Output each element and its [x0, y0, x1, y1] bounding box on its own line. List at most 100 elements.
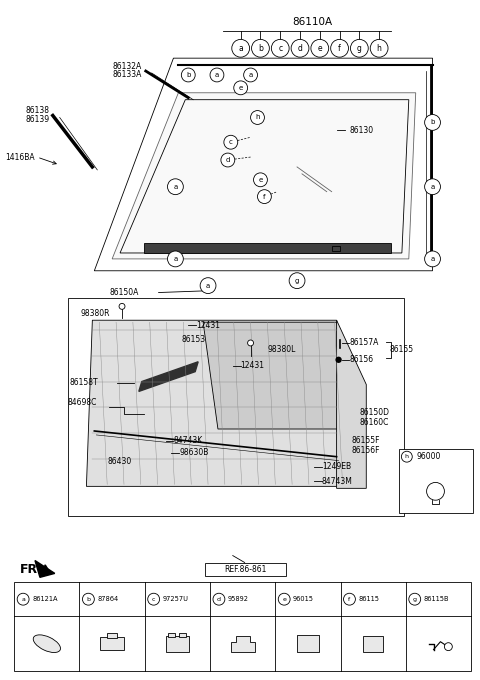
Bar [399, 449, 473, 513]
Text: b: b [186, 72, 191, 78]
Circle shape [425, 114, 441, 131]
Text: 84698C: 84698C [68, 398, 97, 407]
Bar [180, 633, 186, 636]
Text: g: g [413, 596, 417, 602]
Circle shape [350, 39, 368, 57]
Circle shape [248, 340, 253, 346]
Circle shape [331, 39, 348, 57]
Text: 86132A: 86132A [112, 62, 142, 71]
Text: a: a [431, 256, 435, 262]
Text: e: e [282, 596, 286, 602]
Text: 86133A: 86133A [112, 71, 142, 80]
Circle shape [17, 593, 29, 605]
Text: 1416BA: 1416BA [5, 152, 35, 162]
Text: a: a [21, 596, 25, 602]
Text: 86115B: 86115B [424, 596, 449, 602]
Text: a: a [431, 184, 435, 190]
Polygon shape [336, 320, 366, 488]
Text: c: c [278, 44, 282, 53]
Bar [100, 636, 124, 649]
Bar [68, 299, 404, 516]
Text: h: h [405, 454, 409, 459]
Text: 86130: 86130 [349, 126, 373, 135]
Text: a: a [173, 184, 178, 190]
Circle shape [409, 593, 420, 605]
Text: 86155F: 86155F [351, 437, 380, 445]
Text: 12431: 12431 [240, 361, 264, 370]
Text: 1249EB: 1249EB [322, 462, 351, 471]
Text: f: f [338, 44, 341, 53]
Text: c: c [152, 596, 156, 602]
Text: 87864: 87864 [97, 596, 119, 602]
Circle shape [234, 81, 248, 95]
Bar [205, 562, 286, 577]
Text: e: e [317, 44, 322, 53]
Circle shape [289, 273, 305, 288]
Text: b: b [431, 120, 435, 125]
Text: 95892: 95892 [228, 596, 249, 602]
Text: 86153: 86153 [181, 335, 205, 343]
Text: REF.86-861: REF.86-861 [225, 565, 267, 574]
Circle shape [425, 179, 441, 194]
Polygon shape [144, 243, 391, 253]
Text: 86155: 86155 [389, 345, 413, 354]
Text: 86150D: 86150D [360, 408, 389, 417]
Ellipse shape [33, 635, 60, 653]
Text: 96015: 96015 [293, 596, 314, 602]
Text: 86160C: 86160C [360, 418, 389, 426]
Text: a: a [173, 256, 178, 262]
Circle shape [344, 593, 355, 605]
Circle shape [232, 39, 250, 57]
Text: 86110A: 86110A [292, 16, 332, 27]
Text: 86156F: 86156F [351, 446, 380, 455]
Text: 86121A: 86121A [32, 596, 58, 602]
Circle shape [427, 482, 444, 500]
Bar [166, 636, 189, 651]
Text: a: a [215, 72, 219, 78]
Text: b: b [258, 44, 263, 53]
Circle shape [210, 68, 224, 82]
Circle shape [168, 179, 183, 194]
Text: 98380R: 98380R [81, 309, 110, 318]
Circle shape [148, 593, 159, 605]
Circle shape [401, 452, 412, 462]
Circle shape [271, 39, 289, 57]
Circle shape [244, 68, 257, 82]
Circle shape [224, 135, 238, 149]
Polygon shape [86, 320, 363, 486]
Text: 86156: 86156 [349, 355, 373, 364]
Bar [297, 635, 319, 651]
Text: 86115: 86115 [359, 596, 379, 602]
Text: 84743K: 84743K [173, 437, 203, 445]
Polygon shape [231, 636, 254, 651]
Circle shape [444, 643, 452, 651]
Bar [107, 633, 117, 638]
Text: 96000: 96000 [417, 452, 441, 461]
Text: f: f [348, 596, 350, 602]
Text: d: d [226, 157, 230, 163]
Text: FR.: FR. [20, 563, 43, 576]
Text: d: d [298, 44, 302, 53]
Text: g: g [295, 277, 299, 284]
Circle shape [336, 357, 341, 362]
Text: 97257U: 97257U [163, 596, 189, 602]
Text: 86158T: 86158T [70, 378, 98, 387]
Text: 84743M: 84743M [322, 477, 353, 486]
Text: a: a [238, 44, 243, 53]
Text: b: b [86, 596, 90, 602]
Circle shape [253, 173, 267, 187]
Text: h: h [377, 44, 382, 53]
Text: 98630B: 98630B [180, 448, 209, 457]
Circle shape [83, 593, 95, 605]
Circle shape [213, 593, 225, 605]
Text: a: a [249, 72, 252, 78]
Text: e: e [239, 85, 243, 91]
Text: a: a [206, 283, 210, 288]
Text: h: h [255, 114, 260, 120]
Bar [14, 582, 471, 671]
Polygon shape [203, 322, 356, 429]
Circle shape [370, 39, 388, 57]
Text: 86157A: 86157A [349, 339, 379, 347]
Circle shape [311, 39, 329, 57]
Text: e: e [258, 177, 263, 183]
